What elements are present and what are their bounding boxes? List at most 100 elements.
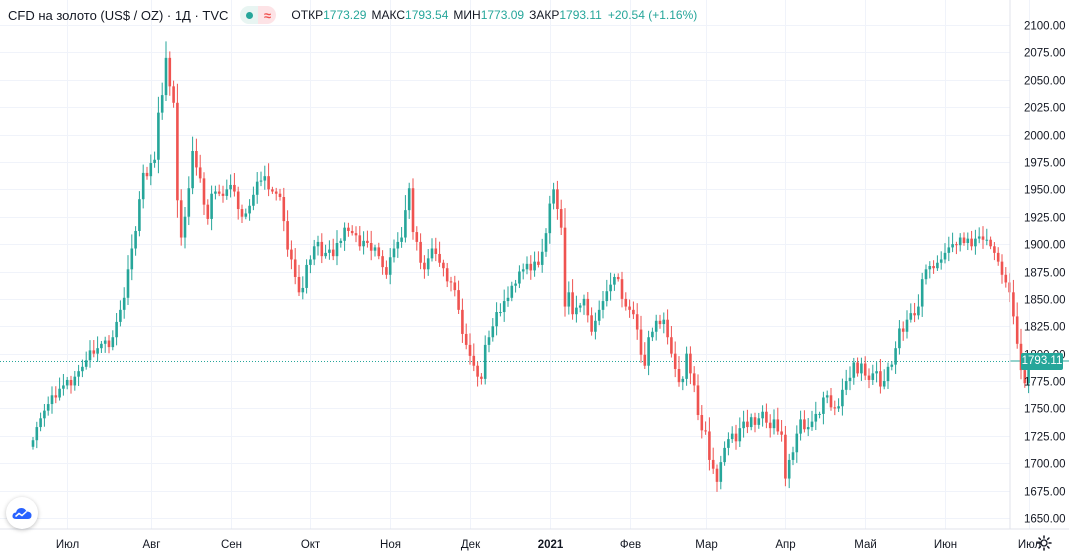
candle-body — [331, 249, 335, 257]
candle-body — [613, 276, 616, 285]
candle-body — [100, 343, 103, 349]
candle-body — [913, 313, 916, 316]
candle-body — [278, 193, 282, 198]
candle-body — [343, 227, 346, 241]
candle-body — [803, 419, 806, 430]
candle-body — [749, 417, 753, 428]
candle-body — [559, 209, 563, 228]
candle-body — [791, 452, 795, 460]
candle-body — [160, 95, 164, 113]
candle-body — [1015, 316, 1019, 344]
visibility-dot-icon[interactable] — [240, 6, 259, 24]
candle-body — [312, 246, 316, 260]
close-value: 1793.11 — [559, 8, 602, 22]
candle-body — [575, 307, 578, 315]
candle-body — [1012, 292, 1015, 317]
candle-body — [955, 244, 958, 246]
candle-body — [898, 328, 901, 349]
candle-body — [540, 251, 544, 265]
gear-icon[interactable] — [1036, 535, 1052, 551]
time-tick-label: Май — [854, 539, 877, 551]
change-value: +20.54 (+1.16%) — [607, 8, 698, 22]
candle-body — [453, 282, 457, 291]
price-axis[interactable]: 1650.00 1675.00 1700.00 1725.00 1750.00 1775.… — [1024, 21, 1066, 526]
time-tick-label: Июл — [56, 539, 79, 551]
candle-body — [282, 197, 286, 222]
time-axis[interactable]: Июл Авг Сен Окт Ноя Дек 2021 Фев Мар Апр Май Июн Июл — [56, 539, 1041, 551]
price-tick-label: 1900.00 — [1024, 240, 1066, 252]
time-tick-label: Сен — [221, 539, 242, 551]
candle-body — [894, 348, 897, 365]
candle-body — [860, 363, 863, 374]
candle-body — [286, 221, 289, 250]
candle-body — [594, 320, 597, 332]
candle-body — [77, 371, 80, 377]
candle-body — [377, 247, 381, 257]
candle-body — [263, 176, 267, 181]
last-price-label: 1793.11 — [1021, 353, 1063, 370]
candle-body — [335, 243, 339, 257]
candle-body — [396, 241, 400, 249]
candle-body — [772, 419, 776, 429]
candle-body — [533, 261, 536, 271]
candle-body — [863, 363, 867, 376]
candle-body — [274, 191, 278, 194]
candle-body — [472, 355, 476, 366]
candle-body — [518, 271, 521, 284]
candle-body — [388, 257, 392, 275]
candle-body — [628, 306, 631, 310]
candle-body — [46, 404, 50, 411]
candle-body — [84, 360, 88, 367]
candle-body — [195, 150, 198, 168]
candle-body — [609, 284, 612, 292]
candle-body — [119, 309, 122, 322]
candle-body — [951, 244, 954, 248]
tradingview-cloud-icon[interactable] — [6, 497, 38, 529]
time-tick-label: Фев — [620, 539, 641, 551]
time-tick-label: 2021 — [538, 539, 564, 551]
candle-body — [248, 205, 251, 214]
price-tick-label: 1725.00 — [1024, 432, 1066, 444]
candle-body — [392, 248, 396, 258]
candle-body — [449, 281, 453, 283]
price-tick-label: 2100.00 — [1024, 21, 1066, 33]
candle-body — [369, 243, 373, 251]
candle-body — [233, 184, 236, 192]
candle-body — [96, 348, 99, 354]
candle-body — [658, 320, 662, 325]
candle-body — [39, 418, 42, 428]
time-tick-label: Мар — [695, 539, 718, 551]
close-label: ЗАКР — [529, 8, 560, 22]
candle-body — [890, 364, 894, 367]
candle-body — [491, 326, 495, 338]
candle-body — [932, 266, 935, 269]
candle-body — [244, 213, 248, 217]
candle-body — [666, 319, 669, 338]
wave-icon[interactable]: ≈ — [258, 6, 277, 24]
candle-body — [787, 459, 791, 479]
candle-body — [970, 238, 973, 247]
candle-body — [1027, 361, 1030, 384]
candle-body — [210, 193, 213, 219]
candle-body — [88, 350, 92, 361]
candle-body — [996, 252, 1000, 262]
candle-body — [852, 362, 856, 378]
candle-body — [130, 248, 134, 270]
candle-body — [487, 337, 491, 345]
candle-body — [901, 328, 905, 332]
candle-body — [111, 337, 115, 348]
symbol-title[interactable]: CFD на золото (US$ / OZ) · 1Д · TVC — [8, 7, 229, 23]
candle-body — [936, 262, 939, 269]
candle-body — [742, 421, 745, 429]
candle-body — [723, 447, 726, 463]
price-tick-label: 1700.00 — [1024, 459, 1066, 471]
candle-body — [434, 248, 438, 254]
candle-body — [445, 268, 449, 282]
price-tick-label: 2050.00 — [1024, 76, 1066, 88]
candle-body — [844, 381, 848, 390]
candle-body — [882, 381, 886, 387]
candle-body — [134, 230, 137, 249]
candle-body — [514, 283, 517, 286]
candle-body — [799, 419, 802, 434]
